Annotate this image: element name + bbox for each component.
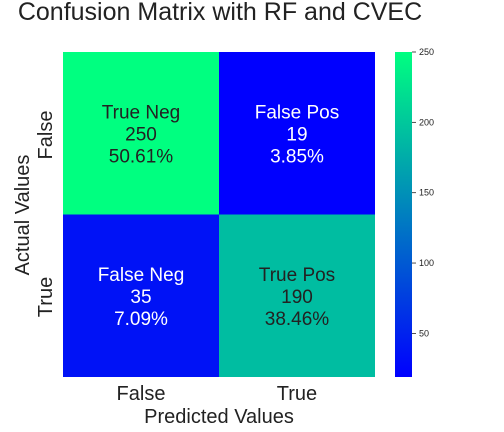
- y-axis-label: Actual Values: [12, 155, 34, 276]
- heatmap-cell-r1-c0: [63, 214, 219, 377]
- x-tick-label-true: True: [277, 383, 317, 405]
- x-tick-label-false: False: [117, 383, 166, 405]
- colorbar-tick-label-100: 100: [419, 258, 434, 268]
- colorbar: [395, 52, 412, 377]
- cell-label-r0-c0-line0: True Neg: [102, 102, 181, 123]
- x-axis: False True Predicted Values: [117, 383, 318, 428]
- colorbar-tick-label-150: 150: [419, 188, 434, 198]
- cell-label-r0-c1-line1: 19: [286, 124, 307, 145]
- heatmap-cell-r0-c0: [63, 52, 219, 215]
- cell-label-r1-c1-line2: 38.46%: [265, 309, 330, 330]
- y-tick-label-false: False: [35, 111, 57, 160]
- cell-label-r0-c1-line0: False Pos: [255, 102, 339, 123]
- cell-label-r0-c0-line1: 250: [125, 124, 157, 145]
- cell-label-r1-c1-line1: 190: [281, 287, 313, 308]
- heatmap-cell-r0-c1: [219, 52, 375, 215]
- x-axis-label: Predicted Values: [144, 406, 294, 428]
- colorbar-ticks: 50 100 150 200 250: [412, 47, 434, 338]
- cell-label-r1-c0-line2: 7.09%: [114, 309, 168, 330]
- colorbar-tick-label-50: 50: [419, 328, 429, 338]
- colorbar-tick-label-200: 200: [419, 117, 434, 127]
- chart-title: Confusion Matrix with RF and CVEC: [18, 0, 422, 26]
- cell-label-r0-c1-line2: 3.85%: [270, 146, 324, 167]
- cell-label-r1-c0-line0: False Neg: [98, 265, 185, 286]
- colorbar-tick-label-250: 250: [419, 47, 434, 57]
- y-axis: False True Actual Values: [12, 111, 57, 318]
- cell-label-r1-c1-line0: True Pos: [259, 265, 335, 286]
- y-tick-label-true: True: [35, 277, 57, 317]
- cell-label-r0-c0-line2: 50.61%: [109, 146, 174, 167]
- heatmap-cell-r1-c1: [219, 214, 375, 377]
- cell-label-r1-c0-line1: 35: [130, 287, 151, 308]
